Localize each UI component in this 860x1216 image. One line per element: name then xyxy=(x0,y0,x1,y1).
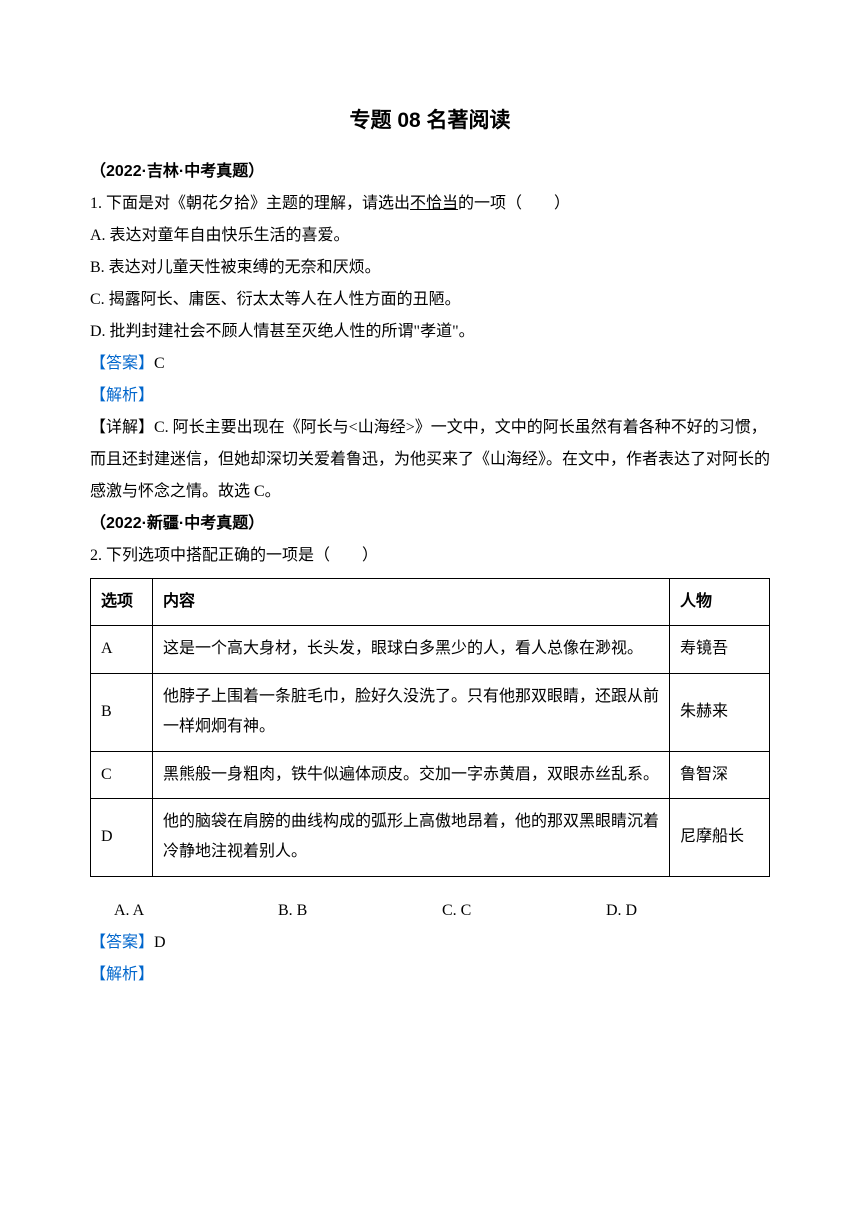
q1-option-b: B. 表达对儿童天性被束缚的无奈和厌烦。 xyxy=(90,252,770,284)
q1-stem-underline: 不恰当 xyxy=(410,195,458,212)
choice-a: A. A xyxy=(114,895,278,927)
q2-table: 选项 内容 人物 A 这是一个高大身材，长头发，眼球白多黑少的人，看人总像在渺视… xyxy=(90,578,770,877)
cell-opt: A xyxy=(91,626,153,673)
table-row: D 他的脑袋在肩膀的曲线构成的弧形上高傲地昂着，他的那双黑眼睛沉着冷静地注视着别… xyxy=(91,798,770,876)
answer-value: D xyxy=(154,934,166,951)
q1-option-c: C. 揭露阿长、庸医、衍太太等人在人性方面的丑陋。 xyxy=(90,284,770,316)
page-title: 专题 08 名著阅读 xyxy=(90,100,770,142)
q1-option-d: D. 批判封建社会不顾人情甚至灭绝人性的所谓"孝道"。 xyxy=(90,316,770,348)
header-opt: 选项 xyxy=(91,579,153,626)
answer-label: 【答案】 xyxy=(90,934,154,951)
cell-opt: B xyxy=(91,673,153,751)
q2-analysis-label: 【解析】 xyxy=(90,959,770,991)
q1-source: （2022·吉林·中考真题） xyxy=(90,156,770,188)
cell-person: 鲁智深 xyxy=(670,751,770,798)
table-header-row: 选项 内容 人物 xyxy=(91,579,770,626)
q1-stem-suffix: 的一项（ ） xyxy=(458,195,570,212)
q2-stem: 2. 下列选项中搭配正确的一项是（ ） xyxy=(90,540,770,572)
header-content: 内容 xyxy=(153,579,670,626)
answer-label: 【答案】 xyxy=(90,355,154,372)
q2-source: （2022·新疆·中考真题） xyxy=(90,508,770,540)
choice-d: D. D xyxy=(606,895,770,927)
table-row: B 他脖子上围着一条脏毛巾，脸好久没洗了。只有他那双眼睛，还跟从前一样炯炯有神。… xyxy=(91,673,770,751)
q1-analysis-label: 【解析】 xyxy=(90,380,770,412)
cell-person: 尼摩船长 xyxy=(670,798,770,876)
q1-detail: 【详解】C. 阿长主要出现在《阿长与<山海经>》一文中，文中的阿长虽然有着各种不… xyxy=(90,412,770,508)
header-person: 人物 xyxy=(670,579,770,626)
q1-option-a: A. 表达对童年自由快乐生活的喜爱。 xyxy=(90,220,770,252)
q1-stem: 1. 下面是对《朝花夕拾》主题的理解，请选出不恰当的一项（ ） xyxy=(90,188,770,220)
cell-content: 他的脑袋在肩膀的曲线构成的弧形上高傲地昂着，他的那双黑眼睛沉着冷静地注视着别人。 xyxy=(153,798,670,876)
choice-b: B. B xyxy=(278,895,442,927)
table-row: C 黑熊般一身粗肉，铁牛似遍体顽皮。交加一字赤黄眉，双眼赤丝乱系。 鲁智深 xyxy=(91,751,770,798)
cell-content: 他脖子上围着一条脏毛巾，脸好久没洗了。只有他那双眼睛，还跟从前一样炯炯有神。 xyxy=(153,673,670,751)
cell-content: 这是一个高大身材，长头发，眼球白多黑少的人，看人总像在渺视。 xyxy=(153,626,670,673)
cell-content: 黑熊般一身粗肉，铁牛似遍体顽皮。交加一字赤黄眉，双眼赤丝乱系。 xyxy=(153,751,670,798)
q1-answer: 【答案】C xyxy=(90,348,770,380)
q1-stem-prefix: 1. 下面是对《朝花夕拾》主题的理解，请选出 xyxy=(90,195,410,212)
choice-c: C. C xyxy=(442,895,606,927)
answer-value: C xyxy=(154,355,165,372)
table-row: A 这是一个高大身材，长头发，眼球白多黑少的人，看人总像在渺视。 寿镜吾 xyxy=(91,626,770,673)
cell-person: 朱赫来 xyxy=(670,673,770,751)
q2-choices: A. A B. B C. C D. D xyxy=(90,895,770,927)
cell-opt: C xyxy=(91,751,153,798)
cell-person: 寿镜吾 xyxy=(670,626,770,673)
q2-answer: 【答案】D xyxy=(90,927,770,959)
cell-opt: D xyxy=(91,798,153,876)
